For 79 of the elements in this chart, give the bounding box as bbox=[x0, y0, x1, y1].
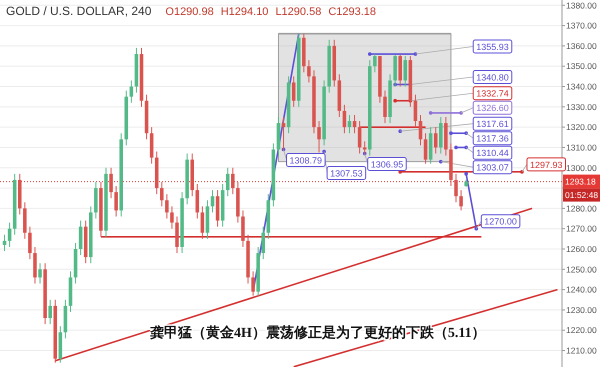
point bbox=[438, 160, 443, 164]
series-label: 1317.36 bbox=[476, 134, 509, 144]
y-tick-label: 1280.00 bbox=[566, 203, 597, 214]
candlestick bbox=[424, 132, 428, 164]
text: 01:52:48 bbox=[565, 190, 598, 200]
y-tick-label: 1330.00 bbox=[566, 102, 597, 112]
candlestick bbox=[231, 167, 235, 195]
candlestick bbox=[348, 114, 352, 134]
series-label: 1308.79 bbox=[290, 155, 322, 166]
candlestick bbox=[373, 54, 377, 73]
point bbox=[449, 131, 453, 136]
candlestick bbox=[292, 76, 296, 108]
point bbox=[454, 146, 458, 150]
candlestick bbox=[200, 206, 204, 240]
series-label: 1297.93 bbox=[530, 160, 562, 170]
series-label: 1310.44 bbox=[476, 148, 509, 158]
point bbox=[368, 52, 372, 56]
candlestick bbox=[404, 56, 408, 88]
candlestick bbox=[38, 262, 42, 284]
candlestick bbox=[434, 126, 438, 154]
y-tick-label: 1260.00 bbox=[566, 244, 597, 254]
y-tick-label: 1320.00 bbox=[566, 122, 597, 132]
text: 1355.93 bbox=[476, 42, 509, 52]
text: 1340.80 bbox=[476, 72, 509, 82]
candlestick bbox=[165, 194, 169, 220]
candlestick bbox=[307, 60, 311, 83]
y-tick-label: 1370.00 bbox=[566, 20, 597, 31]
series-label: 1326.60 bbox=[476, 103, 509, 114]
point bbox=[428, 111, 432, 115]
candlestick bbox=[414, 94, 418, 128]
candlestick bbox=[418, 114, 422, 146]
series-label: 1307.53 bbox=[330, 168, 363, 179]
point bbox=[464, 172, 468, 176]
y-tick-label: 1240.00 bbox=[566, 284, 597, 295]
y-tick-label: 1300.00 bbox=[566, 162, 597, 173]
candlestick bbox=[251, 270, 255, 296]
candlestick bbox=[2, 234, 6, 252]
y-tick-label: 1270.00 bbox=[566, 224, 597, 234]
point bbox=[393, 98, 397, 103]
series-label: 1306.95 bbox=[370, 160, 404, 170]
candlestick bbox=[342, 104, 346, 134]
candlestick bbox=[454, 173, 458, 203]
candlestick bbox=[28, 226, 32, 260]
annotation: C1293.18 bbox=[328, 6, 376, 18]
y-tick-label: 1220.00 bbox=[566, 325, 597, 336]
candlestick bbox=[109, 167, 113, 199]
candlestick bbox=[48, 299, 52, 325]
annotation: H1294.10 bbox=[220, 6, 268, 18]
candlestick bbox=[210, 190, 214, 213]
candlestick bbox=[383, 90, 387, 124]
y-tick-label: 1340.00 bbox=[566, 82, 597, 92]
candlestick bbox=[261, 226, 266, 260]
candlestick bbox=[114, 186, 118, 218]
y-tick-label: 1350.00 bbox=[566, 61, 597, 72]
candlestick bbox=[226, 167, 230, 197]
candlestick bbox=[358, 120, 362, 154]
y-tick-label: 1310.00 bbox=[566, 142, 597, 152]
ref-line-label: 1293.18 bbox=[565, 176, 596, 187]
y-tick-label: 1210.00 bbox=[566, 346, 597, 356]
y-tick-label: 1230.00 bbox=[566, 304, 597, 315]
series-label: 1270.00 bbox=[484, 216, 517, 227]
candlestick bbox=[160, 181, 164, 207]
candlestick bbox=[130, 80, 134, 104]
candlestick bbox=[317, 120, 321, 153]
y-tick-label: 1380.00 bbox=[566, 0, 597, 10]
candlestick bbox=[352, 114, 356, 134]
chart-title: GOLD / U.S. DOLLAR, 240 bbox=[6, 4, 152, 18]
candlestick bbox=[196, 184, 200, 220]
y-tick-label: 1360.00 bbox=[566, 40, 597, 51]
candlestick bbox=[459, 190, 463, 211]
y-tick-label: 1250.00 bbox=[566, 264, 597, 274]
text: 1332.74 bbox=[476, 88, 509, 99]
text: 1317.61 bbox=[476, 119, 509, 130]
annotation: L1290.58 bbox=[275, 6, 322, 18]
text: 1303.07 bbox=[476, 162, 509, 173]
candlestick bbox=[78, 220, 82, 256]
candlestick bbox=[170, 206, 174, 230]
candlestick bbox=[8, 222, 12, 248]
annotation: O1290.98 bbox=[165, 6, 214, 18]
